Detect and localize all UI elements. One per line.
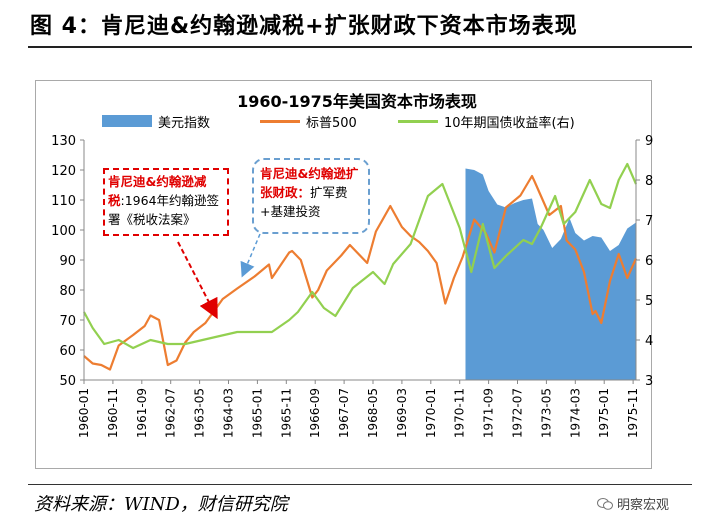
legend-sp500: 标普500 xyxy=(260,112,357,131)
y-left-tick-label: 110 xyxy=(51,194,76,209)
y-left-tick-label: 70 xyxy=(59,314,76,329)
x-tick-label: 1966-09 xyxy=(308,388,322,438)
annotation-fiscal: 肯尼迪&约翰逊扩张财政：扩军费+基建投资 xyxy=(252,158,370,234)
x-tick-label: 1960-01 xyxy=(77,388,91,438)
x-tick-label: 1972-07 xyxy=(511,388,525,438)
x-tick-label: 1964-03 xyxy=(222,388,236,438)
y-right-tick-label: 7 xyxy=(645,214,653,229)
wechat-icon xyxy=(597,497,613,510)
watermark: 明察宏观 xyxy=(597,494,669,513)
x-tick-label: 1968-05 xyxy=(366,388,380,438)
tax-cut-arrow xyxy=(177,241,218,320)
y-left-tick-label: 100 xyxy=(51,224,76,239)
x-tick-label: 1974-03 xyxy=(568,388,582,438)
x-tick-label: 1961-09 xyxy=(135,388,149,438)
x-tick-label: 1975-11 xyxy=(626,388,640,438)
legend-label-dollar-index: 美元指数 xyxy=(158,115,211,131)
x-tick-label: 1970-01 xyxy=(424,388,438,438)
y-right-tick-label: 4 xyxy=(645,334,653,349)
y-right-tick-label: 6 xyxy=(645,254,653,269)
series-treasury-line xyxy=(83,162,638,350)
legend-label-treasury: 10年期国债收益率(右) xyxy=(444,115,575,131)
x-tick-label: 1960-11 xyxy=(106,388,120,438)
legend-swatch-dollar-index xyxy=(102,115,152,127)
y-left-tick-label: 60 xyxy=(59,344,76,359)
x-tick-label: 1975-01 xyxy=(597,388,611,438)
x-tick-label: 1965-11 xyxy=(279,388,293,438)
legend-label-sp500: 标普500 xyxy=(306,115,357,131)
annotation-tax-cut: 肯尼迪&约翰逊减税:1964年约翰逊签署《税收法案》 xyxy=(103,168,229,236)
x-tick-label: 1962-07 xyxy=(164,388,178,438)
source-rule xyxy=(28,484,692,485)
x-tick-label: 1970-11 xyxy=(453,388,467,438)
y-right-tick-label: 3 xyxy=(645,374,653,389)
fiscal-arrow xyxy=(240,233,261,278)
x-tick-label: 1967-07 xyxy=(337,388,351,438)
y-right-tick-label: 8 xyxy=(645,174,653,189)
source-note: 资料来源：WIND，财信研究院 xyxy=(34,494,288,515)
x-tick-label: 1963-05 xyxy=(193,388,207,438)
legend-swatch-treasury xyxy=(398,119,438,123)
watermark-text: 明察宏观 xyxy=(617,498,670,513)
x-tick-label: 1973-05 xyxy=(539,388,553,438)
annotation-fiscal-heading: 肯尼迪&约翰逊扩张财政： xyxy=(260,166,359,200)
annotation-tax-cut-body: :1964年约翰逊签署《税收法案》 xyxy=(108,193,220,227)
y-left-tick-label: 50 xyxy=(59,374,76,389)
legend-treasury: 10年期国债收益率(右) xyxy=(398,112,575,131)
legend-swatch-sp500 xyxy=(260,119,300,123)
x-tick-label: 1969-03 xyxy=(395,388,409,438)
chart-title: 1960-1975年美国资本市场表现 xyxy=(237,92,477,111)
y-left-tick-label: 90 xyxy=(59,254,76,269)
x-tick-label: 1965-01 xyxy=(250,388,264,438)
y-left-tick-label: 130 xyxy=(51,134,76,149)
y-right-tick-label: 5 xyxy=(645,294,653,309)
legend-dollar-index: 美元指数 xyxy=(102,112,211,131)
title-rule xyxy=(28,46,692,48)
series-dollar-index-area xyxy=(465,168,636,380)
annotation-tax-cut-heading: 肯尼迪&约翰逊减税 xyxy=(108,174,207,208)
y-left-tick-label: 120 xyxy=(51,164,76,179)
figure-title: 图 4：肯尼迪&约翰逊减税+扩张财政下资本市场表现 xyxy=(30,14,578,39)
y-right-tick-label: 9 xyxy=(645,134,653,149)
x-tick-label: 1971-09 xyxy=(482,388,496,438)
y-left-tick-label: 80 xyxy=(59,284,76,299)
annotation-fiscal-body: 扩军费+基建投资 xyxy=(260,185,348,219)
